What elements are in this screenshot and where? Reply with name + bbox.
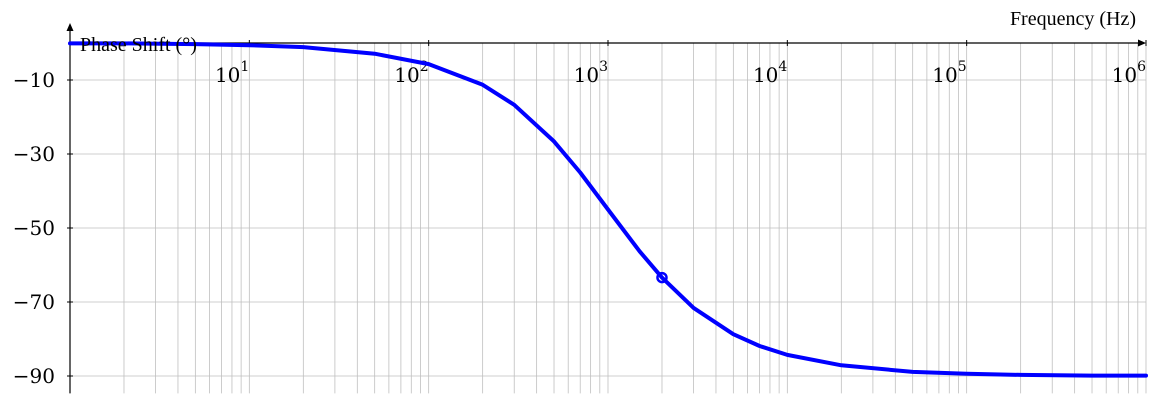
y-tick-label: −50 <box>13 216 55 240</box>
y-tick-label: −90 <box>13 364 55 388</box>
x-tick-label: 103 <box>574 59 608 87</box>
x-axis-title: Frequency (Hz) <box>1010 8 1136 30</box>
x-axis-arrow <box>1138 39 1146 47</box>
y-tick-label: −10 <box>13 68 55 92</box>
phase-curve <box>68 41 1148 378</box>
y-axis-title: Phase Shift (°) <box>80 34 197 56</box>
y-tick-label: −30 <box>13 142 55 166</box>
data-point-marker <box>656 271 668 284</box>
y-axis-arrow <box>66 23 74 31</box>
x-tick-label: 102 <box>394 59 428 87</box>
grid <box>70 43 1147 394</box>
x-tick-label: 105 <box>932 59 966 87</box>
x-tick-label: 101 <box>215 59 249 87</box>
axes <box>66 23 1146 394</box>
series <box>68 41 1148 378</box>
ticks: 101 102 103 104 105 106 −10 −30 −50 −70 −90 <box>13 40 1147 388</box>
x-tick-label: 106 <box>1112 59 1146 87</box>
y-tick-label: −70 <box>13 290 55 314</box>
x-tick-label: 104 <box>753 59 787 87</box>
